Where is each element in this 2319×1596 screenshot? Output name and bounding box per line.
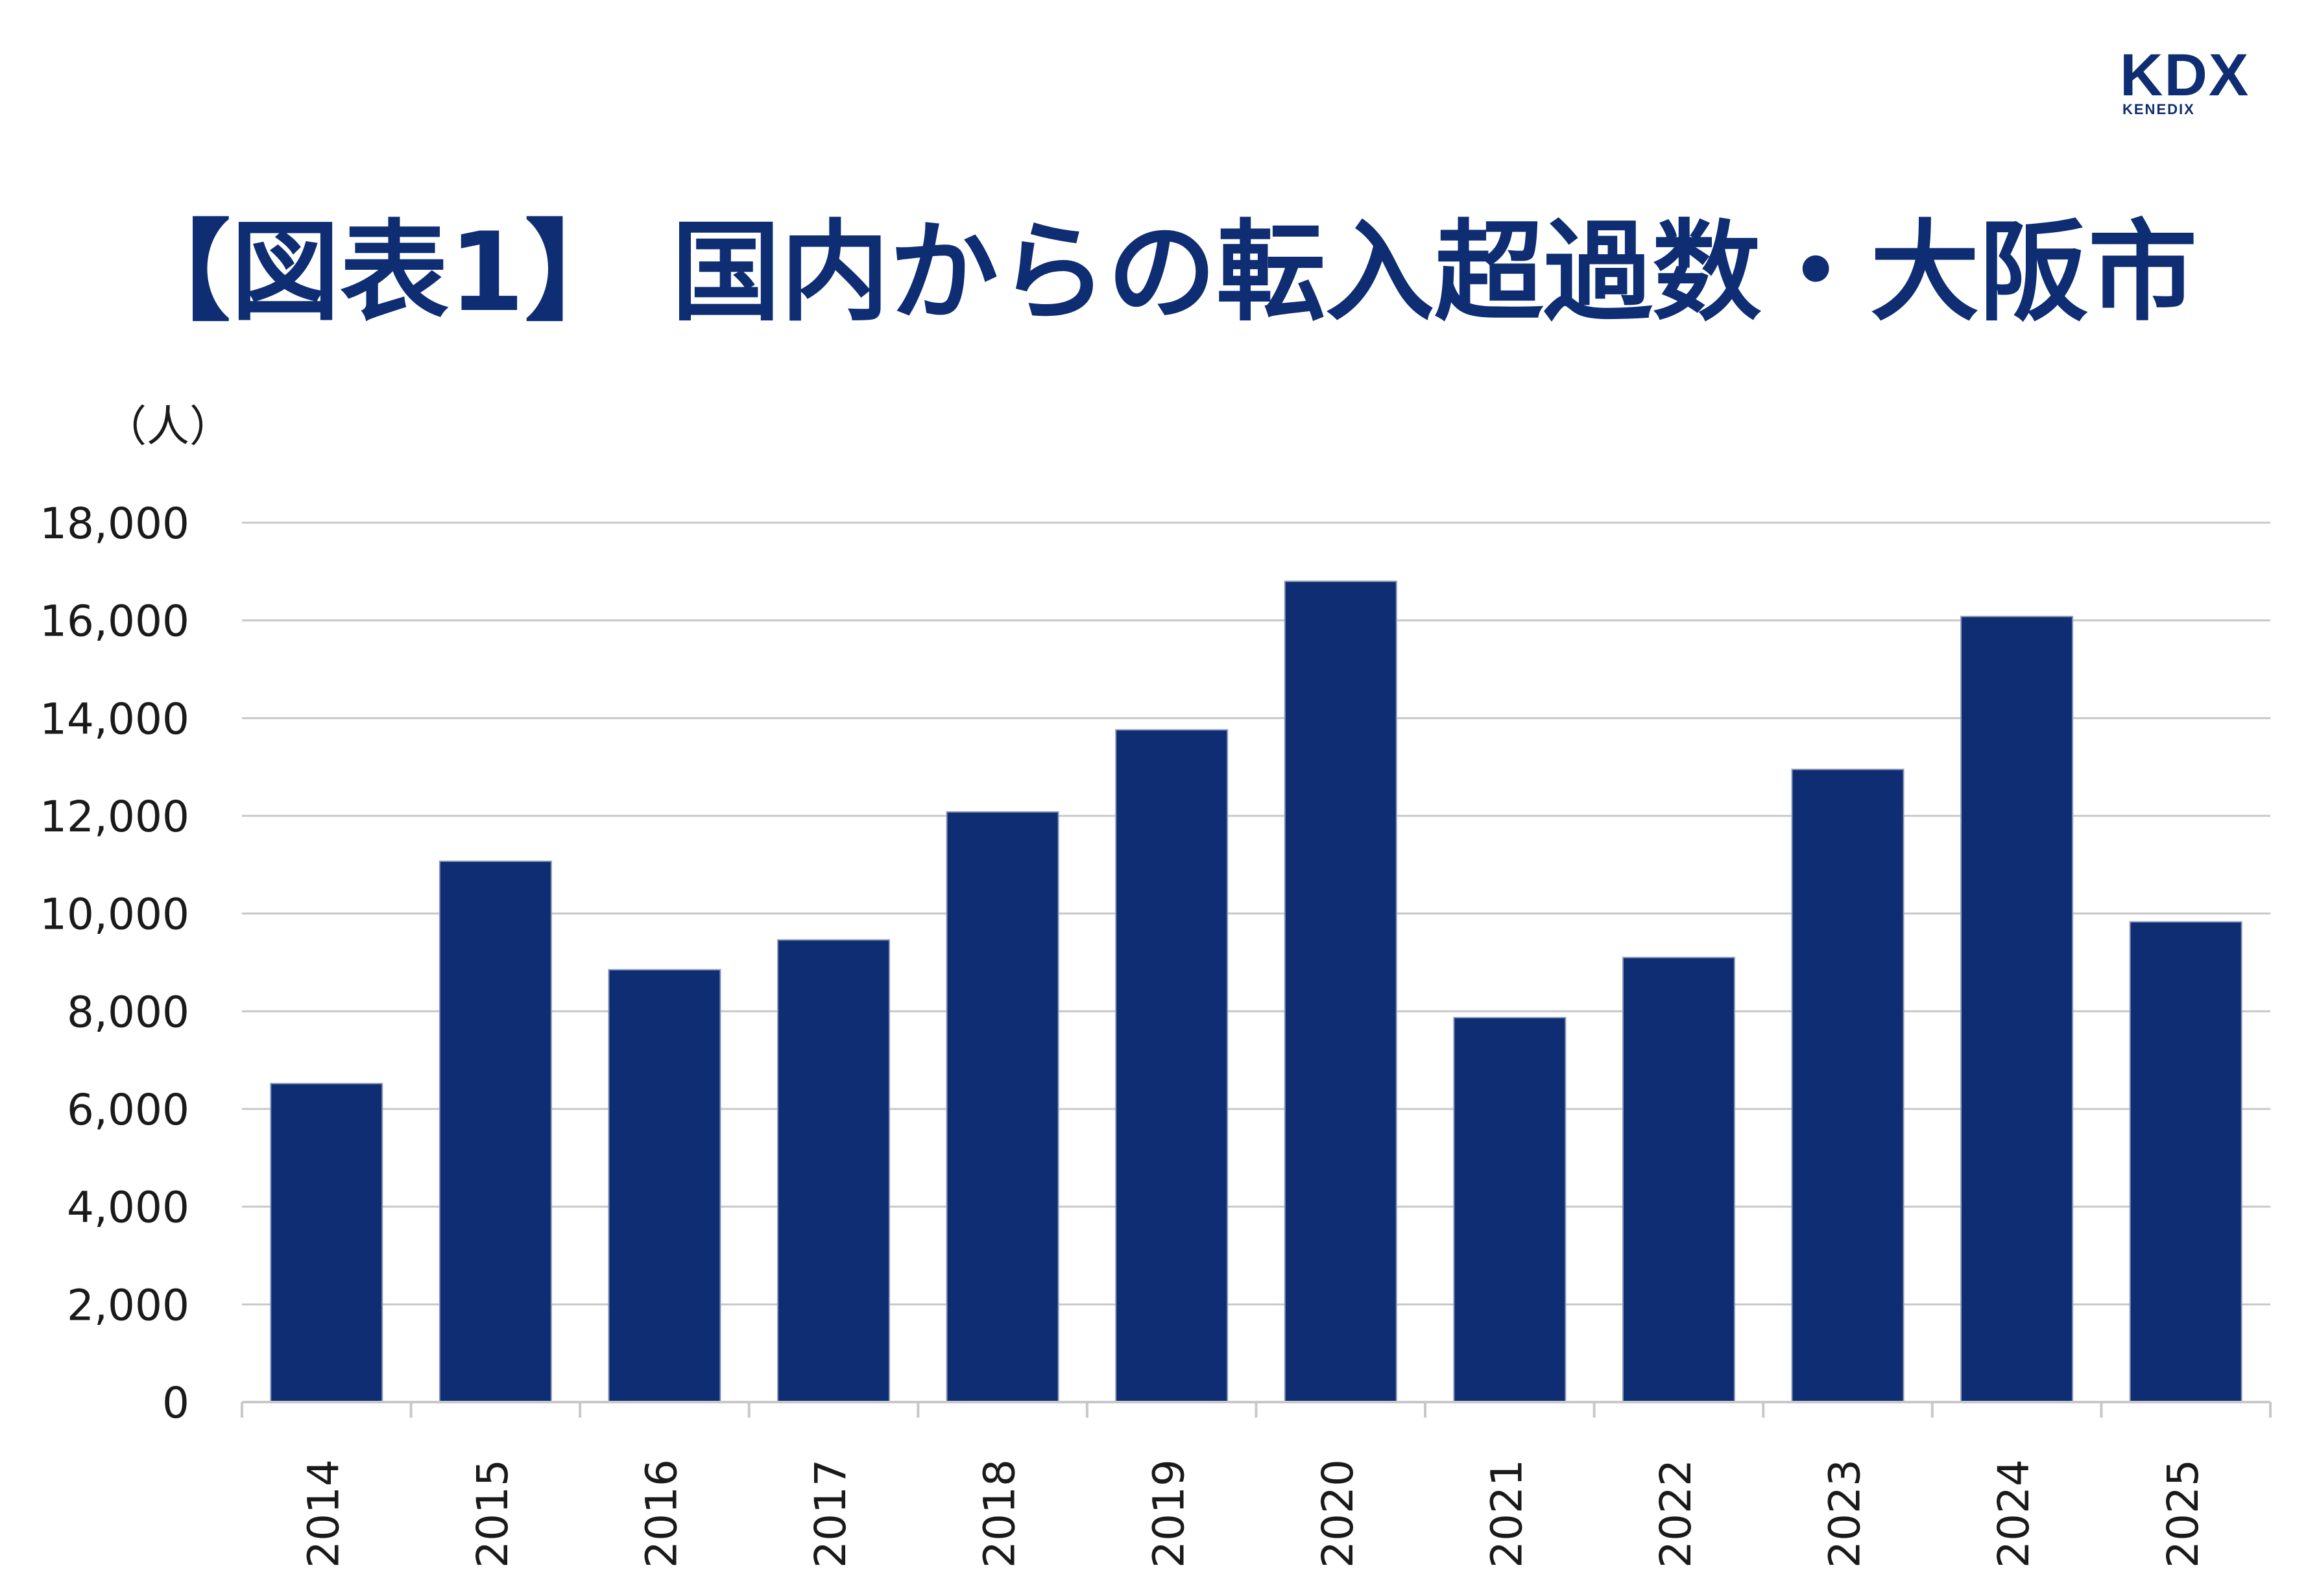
bar-2022 (1622, 957, 1735, 1403)
bar-2014 (270, 1082, 383, 1403)
x-tick-label: 2022 (1651, 1459, 1701, 1568)
bar-2023 (1791, 768, 1904, 1403)
y-unit-label: （人） (104, 401, 232, 451)
kdx-logo: KDX KENEDIX (2120, 45, 2282, 117)
x-tick-label: 2019 (1144, 1459, 1194, 1568)
y-tick-label: 4,000 (67, 1183, 189, 1233)
chart-title: 【図表1】 国内からの転入超過数・大阪市 (121, 209, 2198, 336)
x-tick-label: 2018 (975, 1459, 1025, 1568)
x-tick-label: 2023 (1820, 1459, 1870, 1568)
bar-2016 (608, 969, 721, 1403)
y-tick-label: 12,000 (40, 792, 189, 842)
bar-2018 (946, 811, 1059, 1403)
y-tick-label: 18,000 (40, 499, 189, 549)
y-tick-label: 0 (162, 1378, 189, 1428)
x-tick-label: 2024 (1989, 1459, 2039, 1568)
bar-2020 (1284, 580, 1397, 1403)
x-tick-label: 2025 (2158, 1459, 2208, 1568)
bar-2024 (1960, 615, 2074, 1403)
bar-2019 (1115, 729, 1229, 1403)
x-tick-label: 2014 (298, 1459, 348, 1568)
y-tick-label: 8,000 (67, 987, 189, 1037)
x-tick-label: 2016 (637, 1459, 687, 1568)
logo-wordmark: KDX (2120, 42, 2250, 108)
y-tick-label: 2,000 (67, 1280, 189, 1330)
bar-2017 (777, 939, 891, 1403)
bar-2025 (2129, 921, 2242, 1403)
x-tick-label: 2020 (1313, 1459, 1363, 1568)
y-tick-label: 6,000 (67, 1085, 189, 1135)
bar-2015 (439, 861, 552, 1403)
y-tick-label: 10,000 (40, 890, 189, 940)
y-tick-label: 16,000 (40, 597, 189, 647)
bar-2021 (1453, 1017, 1567, 1403)
x-tick-label: 2021 (1482, 1459, 1532, 1568)
x-tick-label: 2015 (468, 1459, 518, 1568)
logo-subtext: KENEDIX (2122, 101, 2195, 117)
y-tick-label: 14,000 (40, 694, 189, 744)
x-tick-label: 2017 (806, 1459, 856, 1568)
